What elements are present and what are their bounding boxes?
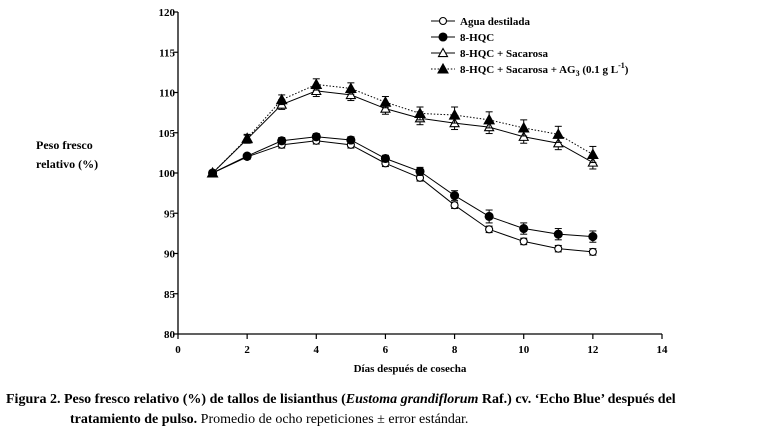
y-tick-label: 90	[164, 249, 176, 261]
caption-line-2: tratamiento de pulso. Promedio de ocho r…	[6, 410, 771, 430]
data-point	[519, 237, 528, 246]
data-point	[242, 151, 252, 161]
data-point	[448, 108, 461, 120]
data-point	[588, 247, 597, 256]
x-tick-label: 6	[383, 344, 389, 356]
data-point	[483, 113, 496, 125]
data-point	[588, 232, 598, 242]
data-point	[450, 190, 460, 201]
legend-item-1: Agua destilada	[431, 16, 530, 28]
x-tick-label: 10	[518, 344, 530, 356]
figure-caption: Figura 2. Peso fresco relativo (%) de ta…	[6, 390, 771, 430]
series-group	[206, 78, 599, 256]
data-point	[346, 135, 356, 145]
legend-tail: (0.1 g L	[580, 64, 619, 76]
y-tick-label: 95	[164, 208, 176, 220]
caption-bold-a: Figura 2. Peso fresco relativo (%) de ta…	[6, 392, 346, 407]
y-axis-label: Peso fresco relativo (%)	[36, 136, 98, 174]
y-tick-label: 105	[159, 128, 176, 140]
series-2	[208, 132, 598, 243]
data-point	[519, 223, 529, 234]
y-tick-label: 85	[164, 289, 176, 301]
legend-label: 8-HQC + Sacarosa + AG3 (0.1 g L-1)	[460, 61, 629, 78]
legend-item-2: 8-HQC	[431, 32, 494, 44]
series-line	[212, 90, 594, 174]
legend-label: Agua destilada	[460, 16, 530, 28]
legend-subscript: 3	[576, 69, 580, 78]
data-point	[586, 148, 599, 160]
y-tick-label: 110	[159, 88, 175, 100]
data-point	[554, 244, 563, 253]
caption-species: Eustoma grandiflorum	[345, 392, 479, 407]
data-point	[552, 128, 565, 139]
series-line	[212, 140, 593, 253]
data-point	[311, 132, 321, 142]
data-point	[380, 153, 390, 164]
data-point	[517, 121, 530, 133]
legend-superscript: -1	[618, 61, 625, 70]
series-1	[208, 136, 597, 256]
data-point	[277, 136, 287, 146]
data-point	[310, 78, 323, 89]
caption-normal: Promedio de ocho repeticiones ± error es…	[197, 412, 469, 427]
caption-bold-c: tratamiento de pulso.	[70, 412, 198, 427]
data-point	[241, 132, 254, 143]
data-point	[206, 166, 219, 178]
data-point	[275, 93, 288, 105]
series-line	[212, 83, 594, 174]
x-tick-label: 8	[452, 344, 458, 356]
x-tick-label: 14	[657, 344, 669, 356]
x-tick-label: 2	[244, 344, 250, 356]
x-tick-label: 12	[587, 344, 599, 356]
data-point	[379, 96, 392, 107]
legend-item-4: 8-HQC + Sacarosa + AG3 (0.1 g L-1)	[431, 61, 629, 78]
legend-marker	[438, 16, 448, 26]
y-tick-label: 120	[159, 7, 176, 19]
data-point	[415, 166, 425, 176]
y-tick-label: 80	[164, 329, 176, 341]
x-axis-label: Días después de cosecha	[354, 363, 467, 375]
legend-item-3: 8-HQC + Sacarosa	[431, 47, 548, 60]
data-point	[414, 107, 426, 118]
legend: Agua destilada 8-HQC 8-HQC + Sacarosa8-HQC…	[431, 16, 629, 78]
caption-line-1: Figura 2. Peso fresco relativo (%) de ta…	[6, 390, 771, 410]
data-point	[344, 82, 357, 94]
line-chart: 80 85 90 95 100 105 110 115 120 0 2 4 6 8 10 12 14 Días d…	[159, 7, 669, 375]
y-tick-label: 100	[159, 168, 176, 180]
y-axis-label-line1: Peso fresco	[36, 138, 93, 152]
legend-label: 8-HQC	[460, 32, 494, 44]
x-tick-label: 0	[175, 344, 181, 356]
series-4	[206, 78, 599, 178]
data-point	[553, 229, 563, 239]
x-tick-label: 4	[314, 344, 320, 356]
caption-bold-b: Raf.) cv. ‘Echo Blue’ después del	[478, 392, 676, 407]
data-point	[484, 211, 494, 222]
legend-end: )	[625, 64, 629, 76]
axes: 80 85 90 95 100 105 110 115 120 0 2 4 6 8 10 12 14 Días d…	[159, 7, 669, 375]
legend-label: 8-HQC + Sacarosa	[460, 48, 548, 60]
data-point	[485, 225, 494, 234]
y-axis-label-line2: relativo (%)	[36, 157, 99, 171]
legend-marker	[438, 32, 448, 42]
series-line	[212, 136, 593, 238]
data-point	[450, 201, 459, 210]
legend-marker	[437, 62, 449, 74]
y-tick-label: 115	[159, 47, 175, 59]
legend-marker	[437, 47, 449, 58]
